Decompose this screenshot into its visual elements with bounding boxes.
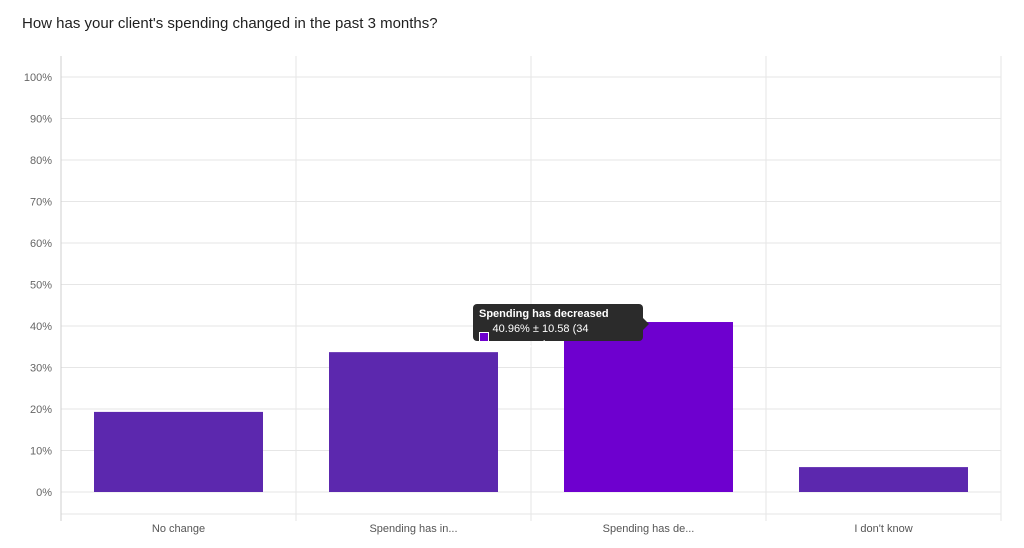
y-tick-label: 40%	[30, 321, 52, 333]
tooltip-row: 40.96% ± 10.58 (34 responses)	[479, 321, 637, 353]
y-tick-label: 0%	[36, 487, 52, 499]
y-tick-label: 50%	[30, 280, 52, 292]
bar	[329, 352, 498, 492]
y-tick-label: 30%	[30, 363, 52, 375]
x-category-label: No change	[152, 523, 205, 535]
y-tick-label: 100%	[24, 72, 52, 84]
x-category-label: I don't know	[854, 523, 912, 535]
y-tick-label: 80%	[30, 155, 52, 167]
tooltip-value: 40.96% ± 10.58 (34 responses)	[492, 323, 589, 351]
bar	[564, 322, 733, 492]
bar	[799, 467, 968, 492]
tooltip-title: Spending has decreased	[479, 308, 609, 320]
y-tick-label: 20%	[30, 404, 52, 416]
x-category-label: Spending has in...	[369, 523, 457, 535]
x-category-label: Spending has de...	[603, 523, 695, 535]
bar	[94, 411, 263, 492]
y-tick-label: 10%	[30, 446, 52, 458]
y-tick-label: 60%	[30, 238, 52, 250]
y-tick-label: 90%	[30, 114, 52, 126]
tooltip-swatch	[479, 332, 489, 342]
y-tick-label: 70%	[30, 197, 52, 209]
chart-title: How has your client's spending changed i…	[22, 15, 438, 32]
bar-tooltip: Spending has decreased 40.96% ± 10.58 (3…	[473, 304, 649, 351]
